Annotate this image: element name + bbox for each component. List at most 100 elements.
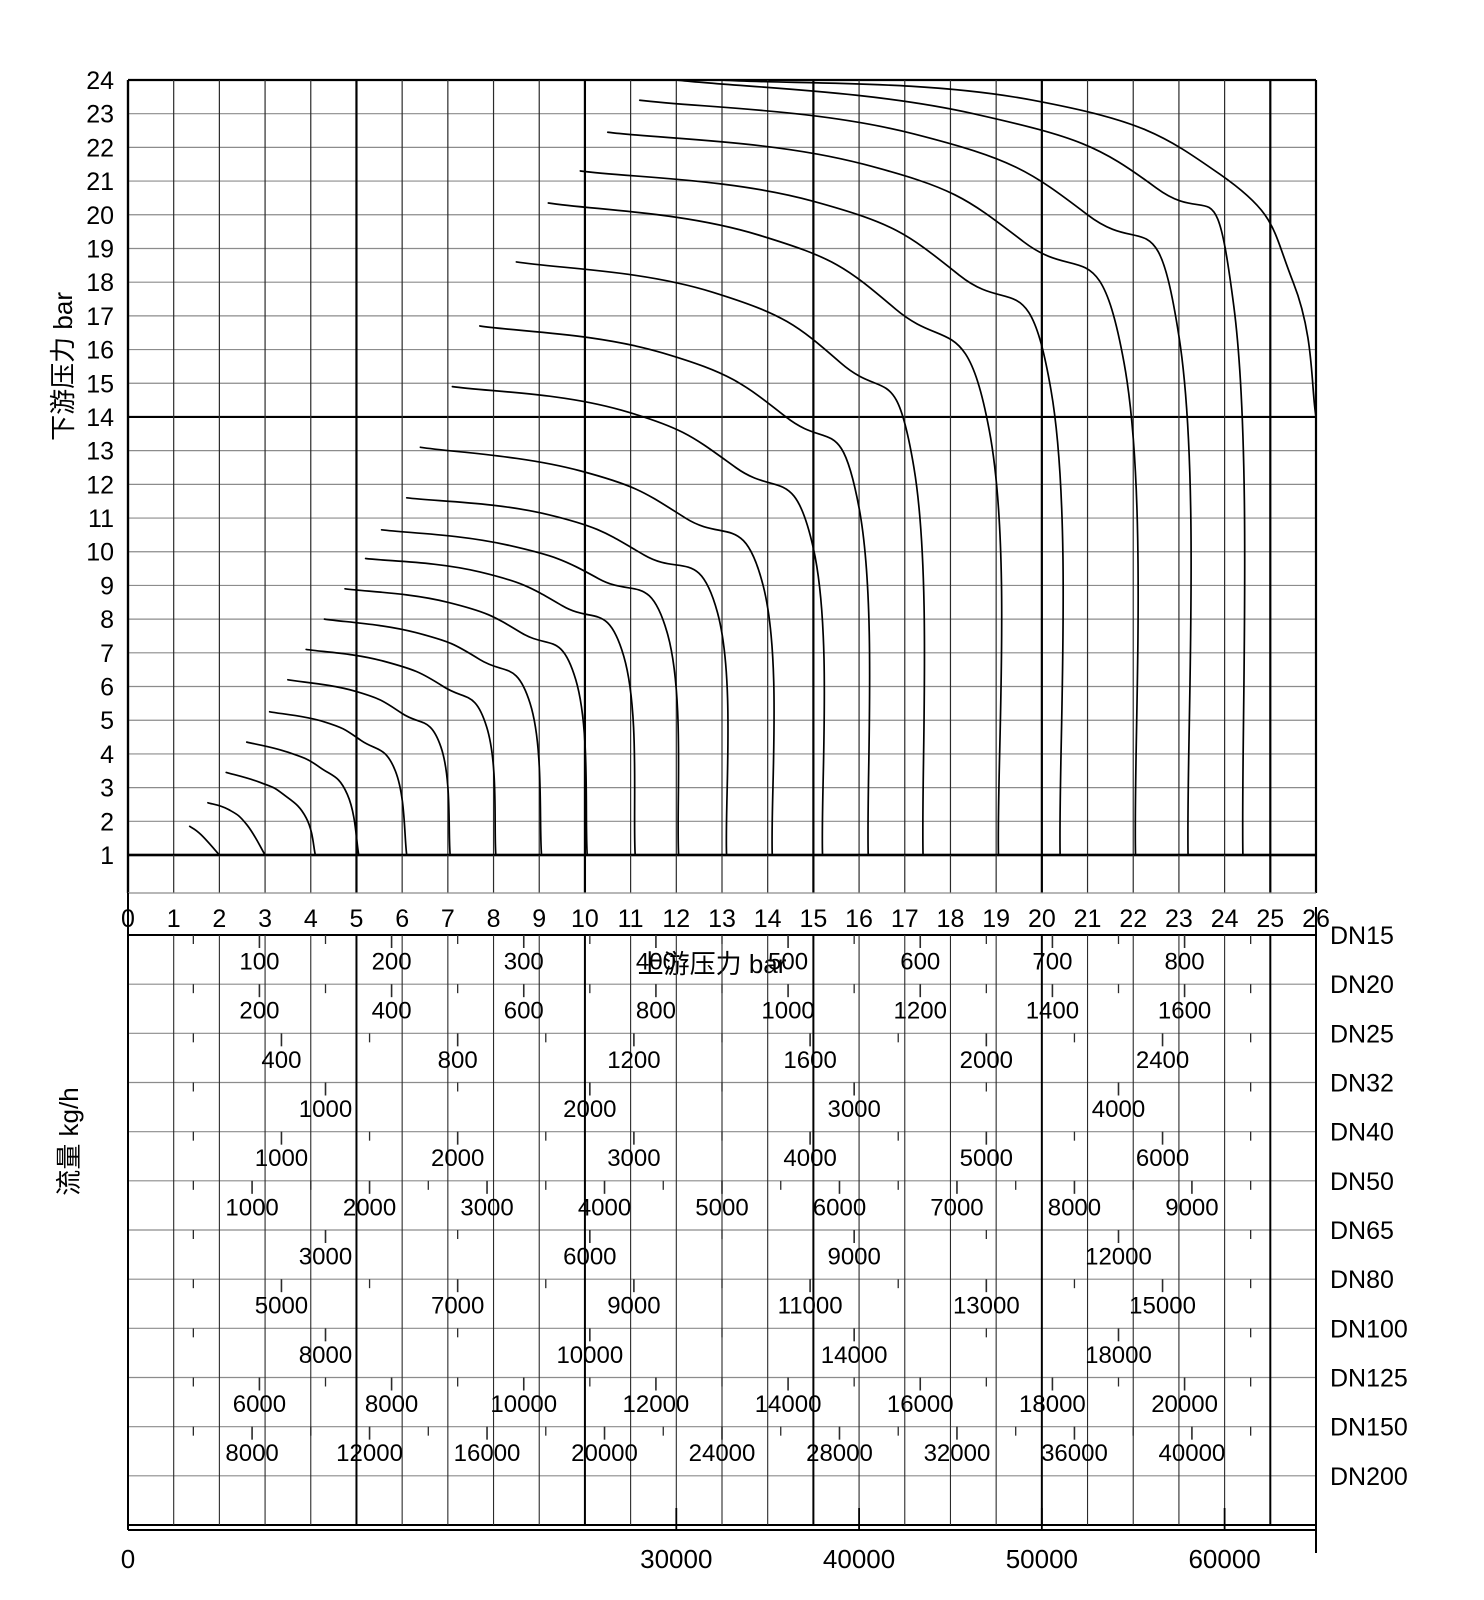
flow-curves [188,79,1317,856]
label: 6000 [813,1194,866,1221]
label: 1000 [255,1145,308,1172]
plot-grid [126,78,1318,893]
label: 21 [1074,905,1102,933]
label: 5 [100,707,114,735]
label: 25 [1256,905,1284,933]
label: 7 [100,640,114,668]
curve-c20 [638,99,1193,856]
label: 8000 [299,1342,352,1369]
label: 4000 [578,1194,631,1221]
label: 2400 [1136,1047,1189,1074]
label: 17 [86,303,114,331]
label: 50000 [1006,1544,1078,1574]
label: 16 [86,337,114,365]
label: 60000 [1188,1544,1260,1574]
label: 22 [1119,905,1147,933]
label: 32000 [924,1440,991,1467]
label: 14000 [755,1391,822,1418]
curve-c13 [419,446,775,856]
label: 23 [1165,905,1193,933]
label: 5 [350,905,364,933]
curve-c17 [547,202,1003,856]
label: 22 [86,134,114,162]
label: 3000 [460,1194,513,1221]
label: 24 [1211,905,1239,933]
label: DN150 [1330,1414,1408,1442]
x-axis-title: 上游压力 bar [638,949,787,979]
label: 1200 [607,1047,660,1074]
label: 5000 [695,1194,748,1221]
label: 30000 [640,1544,712,1574]
label: 3 [100,775,114,803]
label: 16 [845,905,873,933]
label: 2 [212,905,226,933]
label: 14 [754,905,782,933]
label: 1200 [894,998,947,1025]
label: 16000 [887,1391,954,1418]
label: 1000 [225,1194,278,1221]
curve-c22 [721,79,1317,418]
label: 18000 [1019,1391,1086,1418]
label: 6000 [563,1243,616,1270]
label: 400 [372,998,412,1025]
label: 20 [86,202,114,230]
curve-c1 [188,825,221,856]
label: 6000 [1136,1145,1189,1172]
label: 20 [1028,905,1056,933]
label: 17 [891,905,919,933]
y-axis-title: 下游压力 bar [48,292,78,441]
label: 19 [86,235,114,263]
curve-c4 [245,741,360,856]
label: 上游压力 bar [638,949,787,979]
label: 1000 [299,1096,352,1123]
label: 36000 [1041,1440,1108,1467]
curve-c11 [380,528,680,856]
label: 6 [100,674,114,702]
label: 200 [239,998,279,1025]
label: 8000 [225,1440,278,1467]
label: 9000 [607,1293,660,1320]
label: 4 [100,741,114,769]
label: 1400 [1026,998,1079,1025]
curve-c7 [305,648,497,856]
label: 40000 [1159,1440,1226,1467]
label: 100 [239,948,279,975]
label: DN15 [1330,922,1394,950]
label: 18 [86,269,114,297]
label: 14000 [821,1342,888,1369]
curve-c12 [405,496,729,856]
curve-c2 [207,801,266,856]
label: 20000 [571,1440,638,1467]
flow-axis-title: 流量 kg/h [54,1087,84,1195]
label: 流量 kg/h [54,1087,84,1195]
label: 5000 [255,1293,308,1320]
label: 200 [372,948,412,975]
label: 1600 [783,1047,836,1074]
label: 2000 [431,1145,484,1172]
label: DN200 [1330,1463,1408,1491]
label: 11 [88,505,114,533]
curve-c21 [675,79,1246,856]
label: 23 [86,101,114,129]
curve-c19 [606,131,1139,856]
label: 3000 [607,1145,660,1172]
label: 6 [395,905,409,933]
label: DN65 [1330,1217,1394,1245]
label: 11000 [778,1293,843,1320]
dn-size-labels: DN15 DN20 DN25 DN32 DN40 DN50 DN65 DN80 DN100 DN1… [1315,907,1408,1553]
label: 16000 [454,1440,521,1467]
label: 400 [261,1047,301,1074]
label: 4000 [783,1145,836,1172]
label: 3000 [827,1096,880,1123]
label: DN20 [1330,971,1394,999]
label: 7 [441,905,455,933]
label: 300 [504,948,544,975]
label: 10 [571,905,599,933]
label: 2000 [343,1194,396,1221]
label: 40000 [823,1544,895,1574]
label: 5000 [960,1145,1013,1172]
curve-c18 [579,170,1065,856]
label: 9000 [827,1243,880,1270]
label: 7000 [431,1293,484,1320]
